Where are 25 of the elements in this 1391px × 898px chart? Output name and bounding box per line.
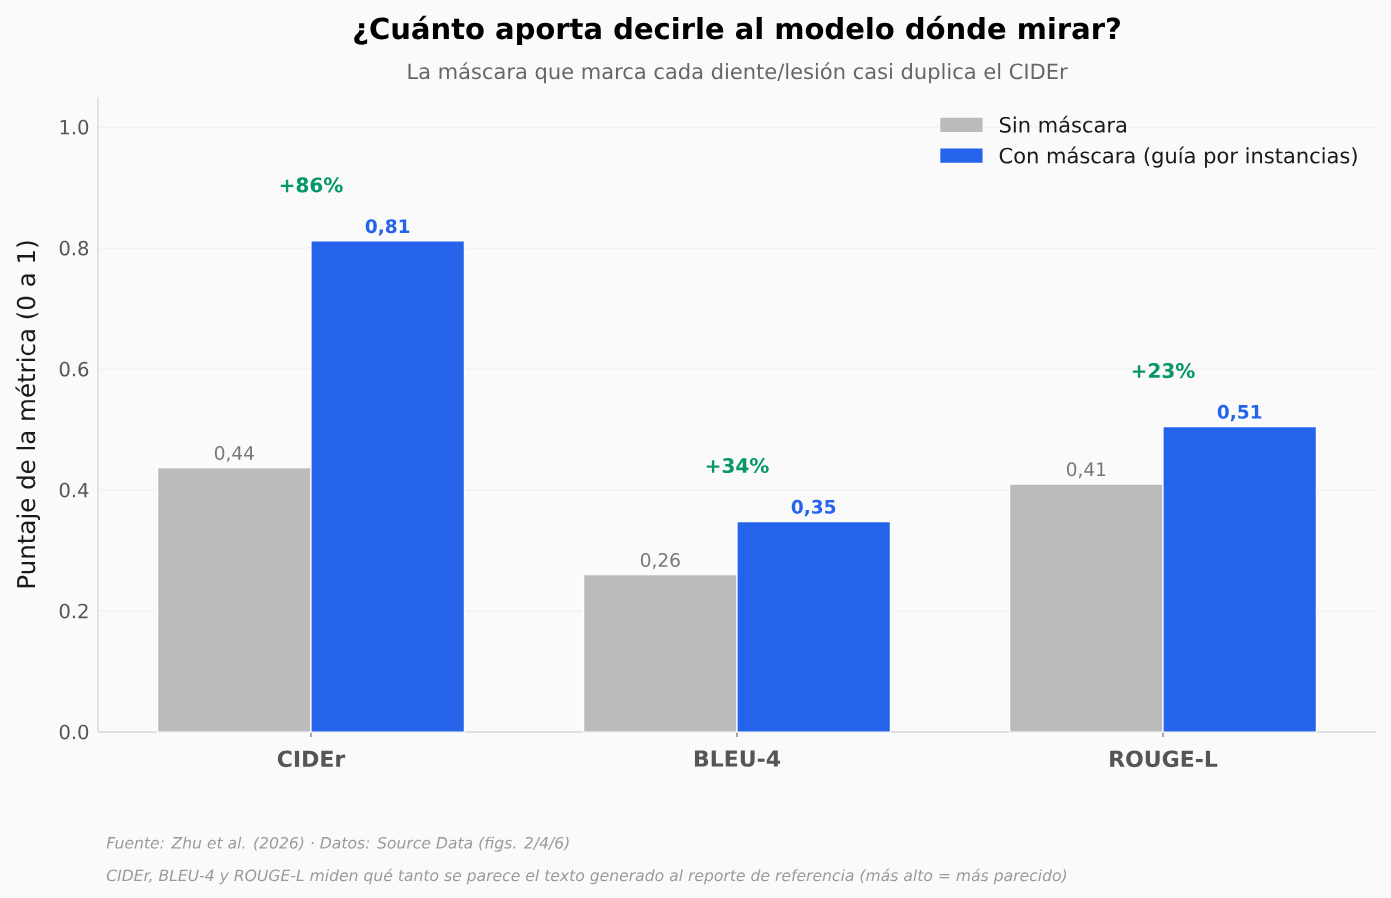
y-tick-label: 1.0 — [60, 119, 89, 135]
data-label: 0,26 — [640, 553, 680, 569]
y-tick-label: 0.4 — [59, 482, 89, 498]
source-note: Fuente: Zhu et al. (2026) · Datos: Source Data (figs. 2/4/6) — [106, 836, 569, 852]
x-tick-label: CIDEr — [277, 750, 346, 768]
y-tick-label: 0.8 — [59, 240, 89, 256]
legend-label: Con máscara (guía por instancias) — [999, 146, 1357, 168]
chart-subtitle: La máscara que marca cada diente/lesión casi duplica el CIDEr — [408, 62, 1068, 84]
x-tick-label: BLEU-4 — [694, 750, 781, 767]
data-label: 0,51 — [1217, 404, 1262, 422]
data-label: 0,81 — [365, 219, 410, 236]
annotation: +23% — [1132, 363, 1195, 379]
annotation: +34% — [706, 457, 769, 474]
y-tick-label: 0.2 — [59, 603, 88, 619]
data-label: 0,44 — [214, 445, 254, 462]
text: CIDEr, BLEU-4 y ROUGE-L miden qué tanto se parece el texto generado al reporte de referencia (más alto = más parecido) — [106, 868, 1067, 885]
legend-label: Sin máscara — [999, 115, 1126, 133]
annotation: +86% — [280, 177, 343, 193]
y-tick-label: 0.0 — [59, 724, 89, 740]
data-label: 0,35 — [791, 499, 836, 517]
y-axis-title: Puntaje de la métrica (0 a 1) — [15, 241, 41, 588]
data-label: 0,41 — [1066, 462, 1106, 479]
chart-title: ¿Cuánto aporta decirle al modelo dónde mirar? — [354, 15, 1120, 46]
y-tick-label: 0.6 — [59, 361, 89, 377]
x-tick-label: ROUGE-L — [1110, 750, 1218, 768]
